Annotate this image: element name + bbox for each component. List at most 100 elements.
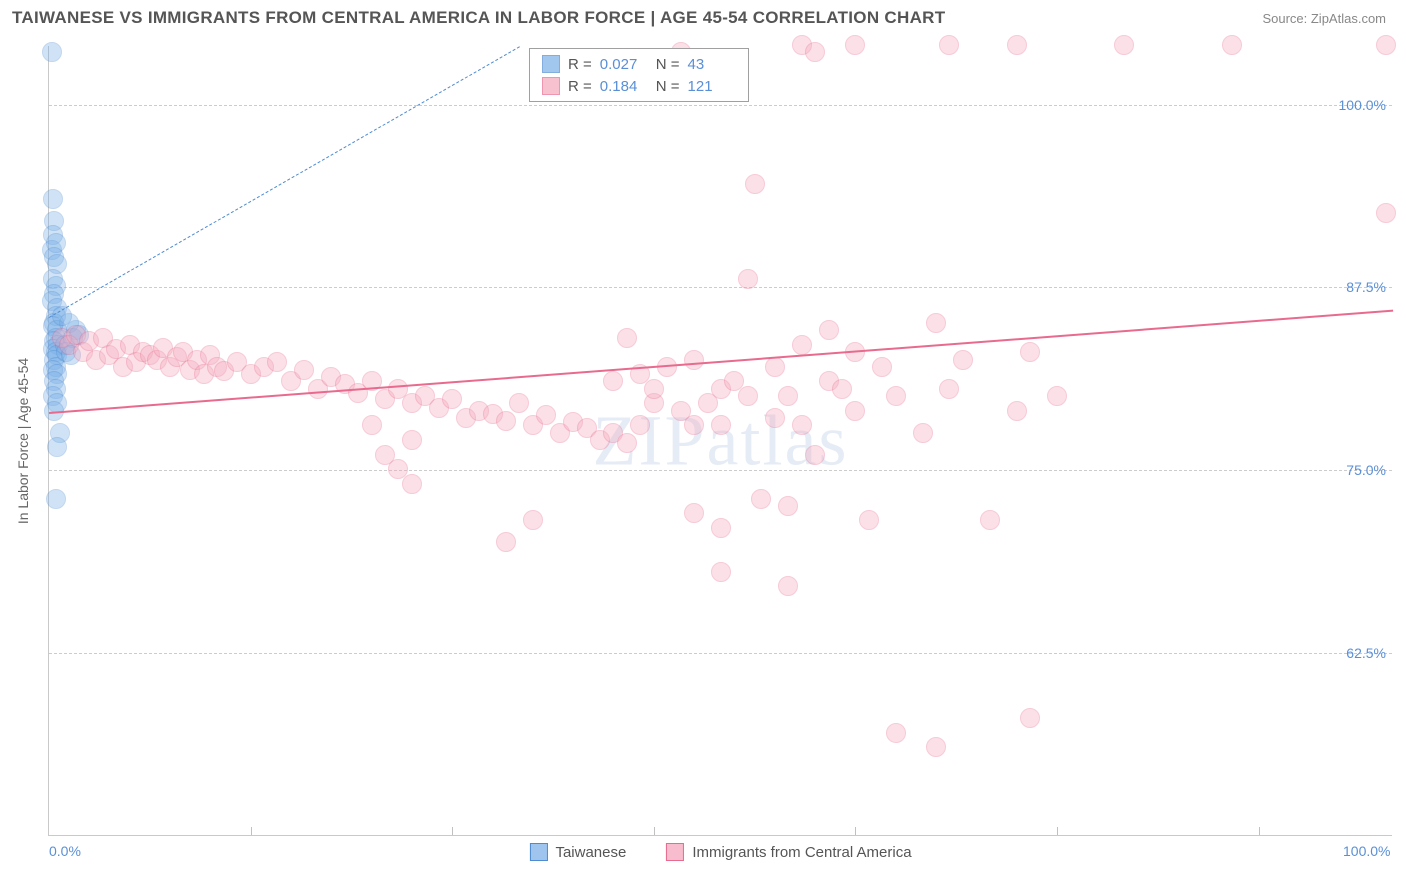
data-point bbox=[859, 510, 879, 530]
legend-item: Immigrants from Central America bbox=[666, 843, 911, 861]
scatter-chart: ZIPatlas 62.5%75.0%87.5%100.0%0.0%100.0%… bbox=[48, 46, 1392, 836]
y-axis-label: In Labor Force | Age 45-54 bbox=[15, 358, 31, 524]
data-point bbox=[362, 415, 382, 435]
data-point bbox=[792, 335, 812, 355]
legend-label: Taiwanese bbox=[555, 844, 626, 861]
legend-swatch bbox=[666, 843, 684, 861]
data-point bbox=[267, 352, 287, 372]
data-point bbox=[845, 401, 865, 421]
data-point bbox=[1020, 342, 1040, 362]
data-point bbox=[43, 189, 63, 209]
r-label: R = bbox=[568, 56, 592, 73]
data-point bbox=[496, 411, 516, 431]
x-tick-label: 100.0% bbox=[1343, 843, 1390, 859]
data-point bbox=[1222, 35, 1242, 55]
data-point bbox=[1376, 35, 1396, 55]
x-tick-mark bbox=[654, 827, 655, 835]
data-point bbox=[913, 423, 933, 443]
data-point bbox=[805, 42, 825, 62]
data-point bbox=[765, 357, 785, 377]
data-point bbox=[509, 393, 529, 413]
data-point bbox=[1007, 35, 1027, 55]
data-point bbox=[805, 445, 825, 465]
data-point bbox=[939, 35, 959, 55]
legend-swatch bbox=[529, 843, 547, 861]
gridline bbox=[49, 105, 1392, 106]
data-point bbox=[402, 474, 422, 494]
data-point bbox=[738, 269, 758, 289]
legend-label: Immigrants from Central America bbox=[692, 844, 911, 861]
data-point bbox=[953, 350, 973, 370]
x-tick-mark bbox=[251, 827, 252, 835]
data-point bbox=[617, 433, 637, 453]
data-point bbox=[939, 379, 959, 399]
x-tick-mark bbox=[452, 827, 453, 835]
x-tick-mark bbox=[1057, 827, 1058, 835]
data-point bbox=[792, 415, 812, 435]
data-point bbox=[926, 737, 946, 757]
data-point bbox=[523, 510, 543, 530]
correlation-legend: R =0.027N =43R =0.184N =121 bbox=[529, 48, 749, 102]
data-point bbox=[778, 496, 798, 516]
data-point bbox=[630, 415, 650, 435]
gridline bbox=[49, 470, 1392, 471]
n-label: N = bbox=[656, 78, 680, 95]
data-point bbox=[819, 320, 839, 340]
gridline bbox=[49, 287, 1392, 288]
data-point bbox=[603, 371, 623, 391]
data-point bbox=[1376, 203, 1396, 223]
data-point bbox=[738, 386, 758, 406]
x-tick-label: 0.0% bbox=[49, 843, 81, 859]
data-point bbox=[496, 532, 516, 552]
y-axis-label-container: In Labor Force | Age 45-54 bbox=[8, 46, 38, 836]
data-point bbox=[832, 379, 852, 399]
data-point bbox=[536, 405, 556, 425]
series-legend: Taiwanese Immigrants from Central America bbox=[529, 843, 911, 861]
legend-swatch bbox=[542, 55, 560, 73]
data-point bbox=[617, 328, 637, 348]
data-point bbox=[1020, 708, 1040, 728]
data-point bbox=[442, 389, 462, 409]
y-tick-label: 87.5% bbox=[1346, 279, 1386, 295]
source-attribution: Source: ZipAtlas.com bbox=[1262, 11, 1386, 26]
legend-swatch bbox=[542, 77, 560, 95]
x-tick-mark bbox=[1259, 827, 1260, 835]
data-point bbox=[778, 576, 798, 596]
r-value: 0.184 bbox=[600, 78, 648, 95]
data-point bbox=[1007, 401, 1027, 421]
data-point bbox=[684, 350, 704, 370]
data-point bbox=[765, 408, 785, 428]
y-tick-label: 75.0% bbox=[1346, 462, 1386, 478]
data-point bbox=[42, 42, 62, 62]
data-point bbox=[644, 379, 664, 399]
y-tick-label: 100.0% bbox=[1339, 97, 1386, 113]
data-point bbox=[46, 489, 66, 509]
trend-line bbox=[49, 46, 520, 318]
data-point bbox=[980, 510, 1000, 530]
legend-row: R =0.184N =121 bbox=[542, 75, 736, 97]
data-point bbox=[294, 360, 314, 380]
n-label: N = bbox=[656, 56, 680, 73]
data-point bbox=[711, 518, 731, 538]
data-point bbox=[402, 430, 422, 450]
data-point bbox=[711, 562, 731, 582]
data-point bbox=[845, 35, 865, 55]
data-point bbox=[47, 437, 67, 457]
n-value: 43 bbox=[688, 56, 736, 73]
chart-title: TAIWANESE VS IMMIGRANTS FROM CENTRAL AME… bbox=[12, 8, 945, 28]
gridline bbox=[49, 653, 1392, 654]
x-tick-mark bbox=[855, 827, 856, 835]
data-point bbox=[1114, 35, 1134, 55]
data-point bbox=[778, 386, 798, 406]
data-point bbox=[684, 415, 704, 435]
data-point bbox=[872, 357, 892, 377]
r-label: R = bbox=[568, 78, 592, 95]
data-point bbox=[886, 386, 906, 406]
y-tick-label: 62.5% bbox=[1346, 645, 1386, 661]
r-value: 0.027 bbox=[600, 56, 648, 73]
data-point bbox=[751, 489, 771, 509]
data-point bbox=[926, 313, 946, 333]
legend-item: Taiwanese bbox=[529, 843, 626, 861]
data-point bbox=[1047, 386, 1067, 406]
data-point bbox=[684, 503, 704, 523]
